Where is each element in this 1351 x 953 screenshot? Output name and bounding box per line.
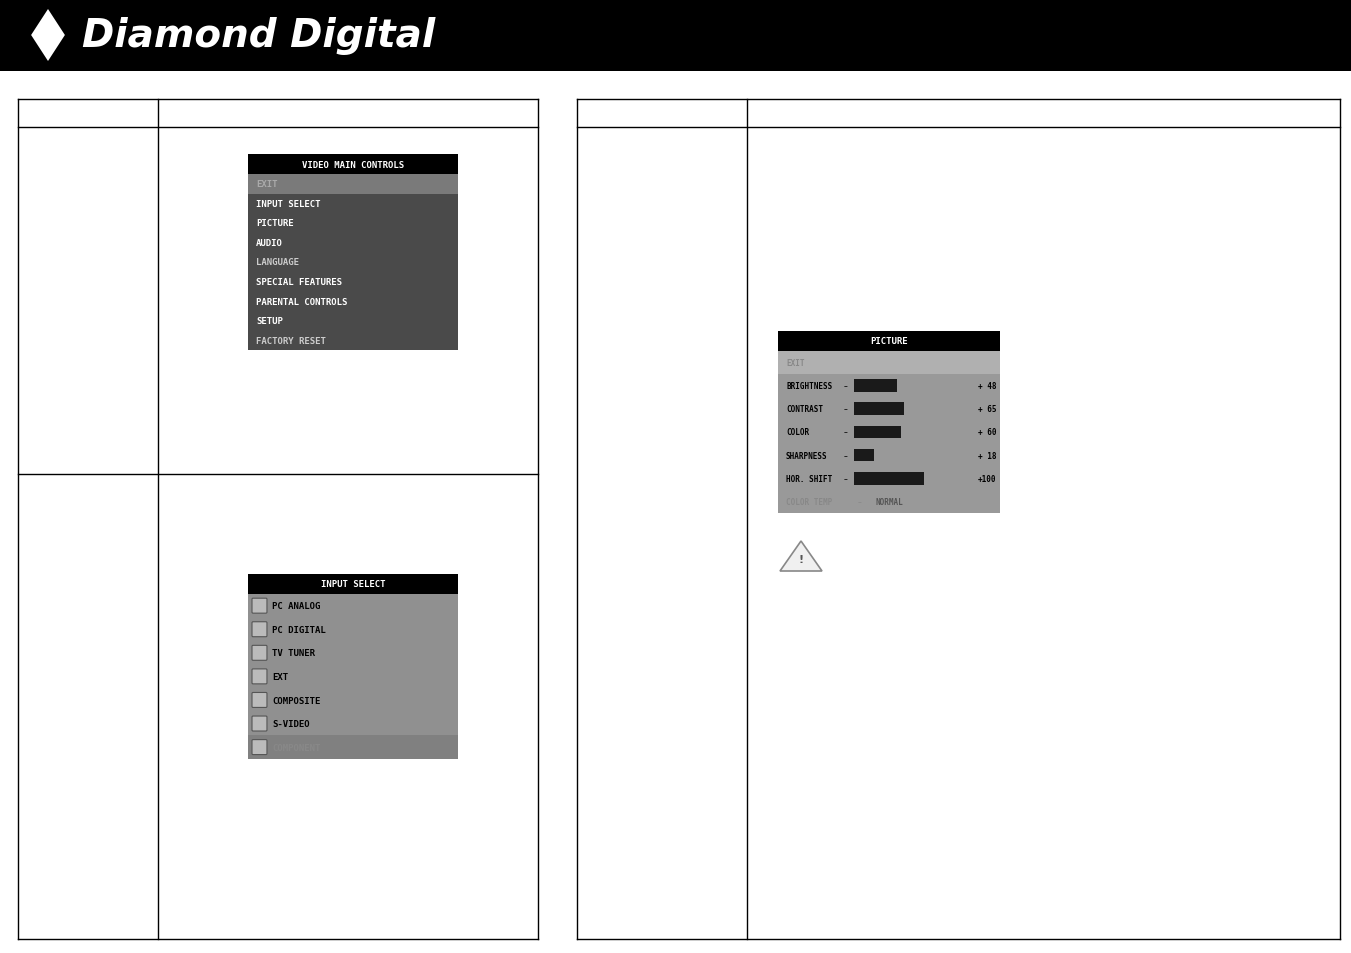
Text: EXT: EXT [272,672,288,681]
Bar [778,332,1000,352]
Text: AUDIO: AUDIO [255,238,282,248]
Bar [854,473,924,485]
Text: FACTORY RESET: FACTORY RESET [255,336,326,345]
Text: SETUP: SETUP [255,316,282,326]
Text: +100: +100 [978,475,996,483]
Text: EXIT: EXIT [255,180,277,189]
Text: + 48: + 48 [978,382,996,391]
Polygon shape [31,10,65,62]
Text: COLOR: COLOR [786,428,809,437]
Text: + 60: + 60 [978,428,996,437]
Bar [249,736,458,760]
Bar [778,352,1000,375]
Polygon shape [780,541,821,572]
Text: –: – [844,428,848,437]
Text: LANGUAGE: LANGUAGE [255,258,299,267]
Text: PICTURE: PICTURE [870,337,908,346]
Text: –: – [858,497,862,506]
Bar [854,426,901,438]
Text: NORMAL: NORMAL [875,497,902,506]
Text: + 18: + 18 [978,451,996,460]
Text: Diamond Digital: Diamond Digital [82,17,435,55]
Text: SPECIAL FEATURES: SPECIAL FEATURES [255,277,342,287]
FancyBboxPatch shape [253,645,267,660]
Text: !: ! [798,555,804,564]
FancyBboxPatch shape [253,598,267,614]
Text: INPUT SELECT: INPUT SELECT [255,199,320,209]
Bar [249,154,458,174]
Text: PICTURE: PICTURE [255,219,293,228]
Bar [249,174,458,351]
Text: BRIGHTNESS: BRIGHTNESS [786,382,832,391]
Text: PARENTAL CONTROLS: PARENTAL CONTROLS [255,297,347,306]
Text: CONTRAST: CONTRAST [786,405,823,414]
Text: + 65: + 65 [978,405,996,414]
Text: –: – [844,405,848,414]
FancyBboxPatch shape [253,622,267,637]
Bar [249,575,458,595]
Bar [854,403,904,416]
FancyBboxPatch shape [253,717,267,731]
Text: SHARPNESS: SHARPNESS [786,451,828,460]
Text: TV TUNER: TV TUNER [272,649,315,658]
Bar [854,380,897,393]
Text: S-VIDEO: S-VIDEO [272,720,309,728]
Text: EXIT: EXIT [786,358,804,368]
Text: COLOR TEMP: COLOR TEMP [786,497,832,506]
FancyBboxPatch shape [253,740,267,755]
Text: –: – [844,451,848,460]
Text: PC ANALOG: PC ANALOG [272,601,320,611]
Text: COMPONENT: COMPONENT [272,743,320,752]
Bar [249,595,458,760]
Text: HOR. SHIFT: HOR. SHIFT [786,475,832,483]
Text: PC DIGITAL: PC DIGITAL [272,625,326,634]
Bar [778,352,1000,514]
Text: –: – [844,382,848,391]
FancyBboxPatch shape [253,669,267,684]
FancyBboxPatch shape [253,693,267,708]
Text: INPUT SELECT: INPUT SELECT [320,579,385,589]
Bar [249,174,458,194]
Bar [854,449,874,462]
Text: –: – [844,475,848,483]
Bar [0,0,1351,71]
Text: COMPOSITE: COMPOSITE [272,696,320,705]
Text: VIDEO MAIN CONTROLS: VIDEO MAIN CONTROLS [301,160,404,170]
